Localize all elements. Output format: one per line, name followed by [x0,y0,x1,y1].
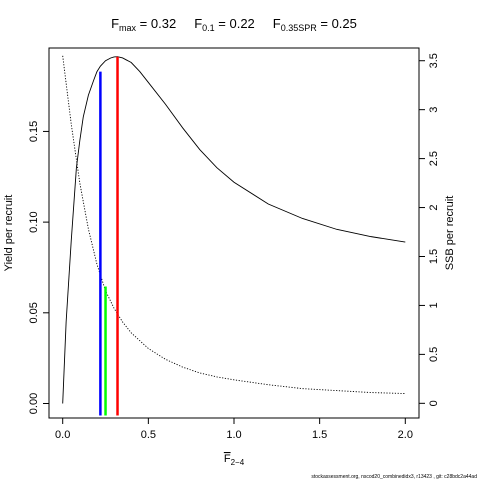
y-axis-left: 0.00 0.05 0.10 0.15 [28,121,49,414]
y-right-tick-label: 0.5 [428,347,440,362]
x-tick-label: 1.0 [226,429,241,441]
y-right-tick-label: 1 [428,302,440,308]
x-axis-label: F2−4 [224,453,245,467]
title-symbol: F [111,16,119,31]
title-value: = 0.32 [136,16,176,31]
y-right-tick-label: 1.5 [428,249,440,264]
x-tick-label: 0.5 [141,429,156,441]
title-value: = 0.25 [317,16,357,31]
y-left-tick-label: 0.10 [28,211,40,232]
y-left-tick-label: 0.05 [28,302,40,323]
footer-note: stockassessment.org, nscod20_combinedidx… [311,474,477,480]
ssb-per-recruit-line [62,55,406,394]
yield-per-recruit-line [62,56,406,404]
y-right-tick-label: 2 [428,204,440,210]
title-subscript: 0.35SPR [281,23,318,33]
chart-title: Fmax = 0.32 F0.1 = 0.22 F0.35SPR = 0.25 [111,16,357,33]
y-axis-left-label: Yield per recruit [3,195,15,272]
y-right-tick-label: 3.5 [428,53,440,68]
reference-lines-layer [99,56,119,416]
x-tick-label: 2.0 [398,429,413,441]
x-axis: 0.0 0.5 1.0 1.5 2.0 [55,418,413,441]
y-right-tick-label: 0 [428,400,440,406]
y-left-tick-label: 0.00 [28,393,40,414]
y-left-tick-label: 0.15 [28,121,40,142]
y-right-tick-label: 3 [428,107,440,113]
title-subscript: 0.1 [202,23,215,33]
title-symbol: F [273,16,281,31]
title-subscript: max [119,23,137,33]
y-axis-right-label: SSB per recruit [444,196,456,271]
series-layer [62,55,406,404]
title-value: = 0.22 [215,16,255,31]
y-right-tick-label: 2.5 [428,151,440,166]
y-axis-right: 0 0.5 1 1.5 2 2.5 3 3.5 [419,53,440,406]
title-symbol: F [194,16,202,31]
chart-title-text: Fmax = 0.32 F0.1 = 0.22 F0.35SPR = 0.25 [111,16,357,33]
x-tick-label: 0.0 [55,429,70,441]
x-tick-label: 1.5 [312,429,327,441]
x-axis-label-subscript: 2−4 [231,458,245,467]
x-axis-label-symbol: F [224,453,231,465]
